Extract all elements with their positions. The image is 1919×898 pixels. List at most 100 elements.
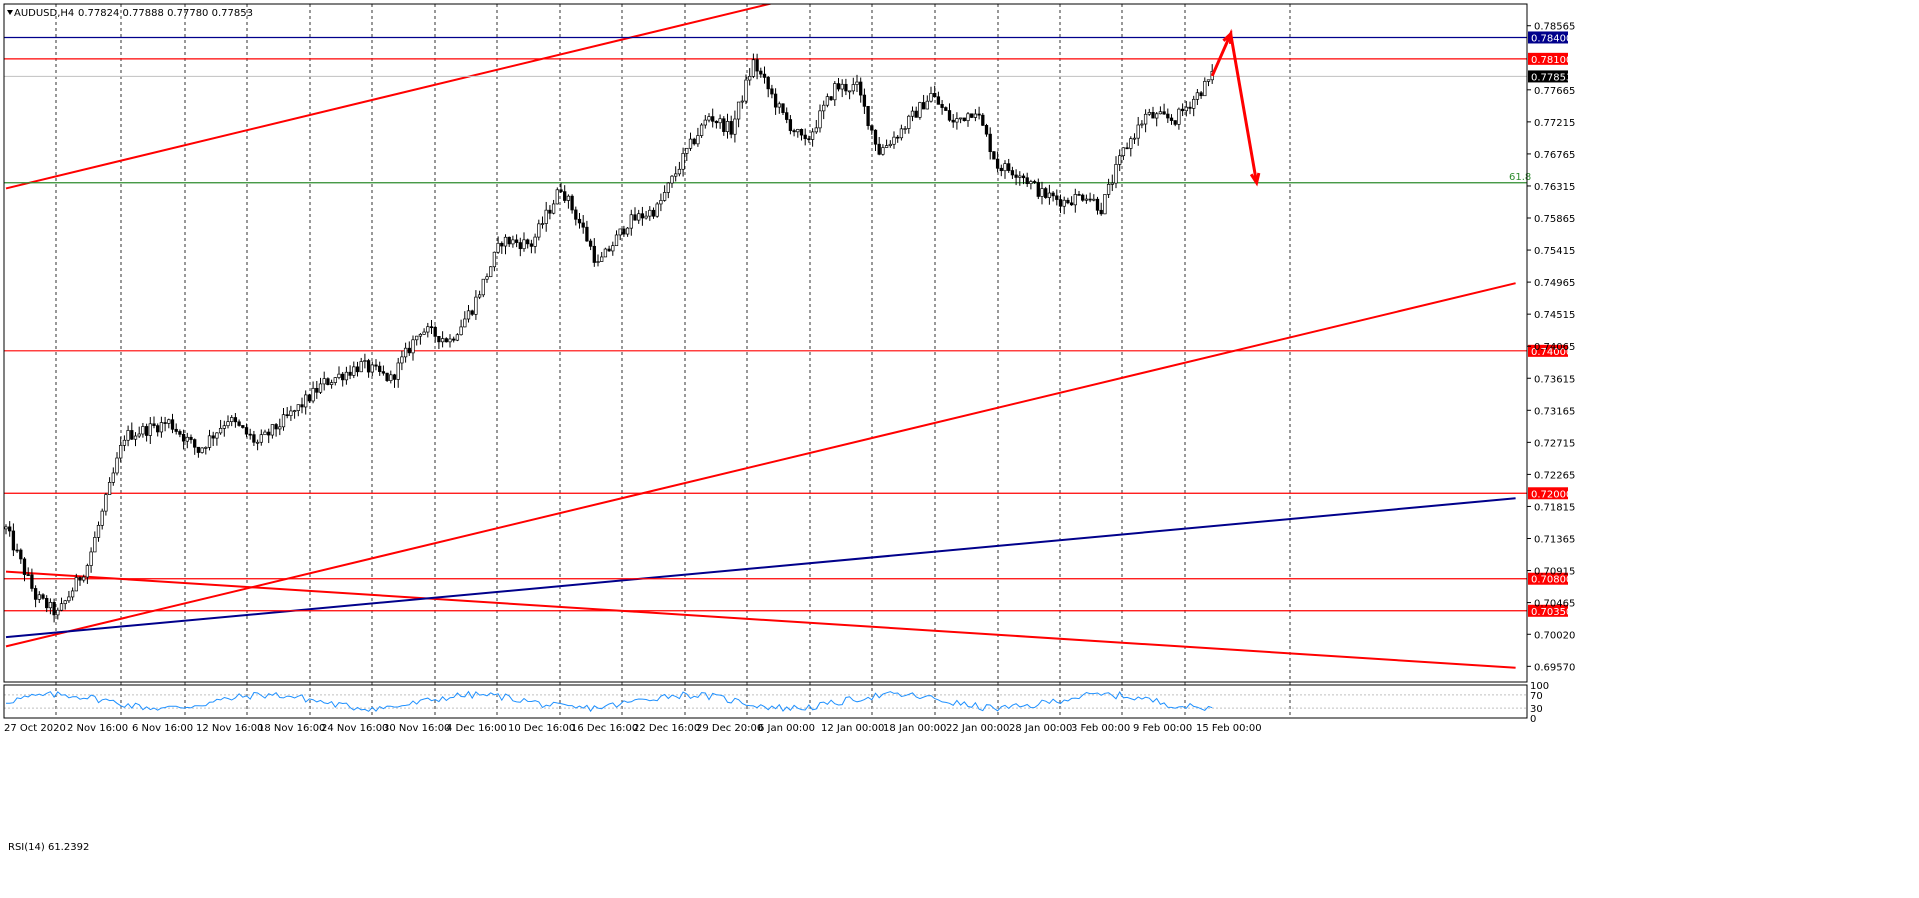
price-tick-label: 0.76765	[1534, 150, 1575, 161]
candle-body	[755, 59, 759, 72]
price-line-tag-label: 0.78400	[1531, 33, 1572, 44]
price-axis[interactable]: 0.78565 0.77665 0.77215 0.76765 0.76315 0.758…	[1527, 22, 1575, 674]
candle-body	[896, 136, 900, 139]
candle-body	[366, 360, 371, 373]
candle-body	[977, 113, 981, 116]
candle-body	[204, 447, 208, 449]
rsi-tick-label: 30	[1530, 704, 1543, 715]
candle-body	[259, 434, 263, 443]
price-line-tag	[1528, 604, 1568, 617]
price-tick-label: 0.72265	[1534, 470, 1575, 481]
candle-body	[563, 191, 567, 201]
candle-body	[122, 439, 127, 446]
candle-body	[992, 151, 996, 160]
candle-body	[1151, 112, 1155, 119]
candle-body	[67, 596, 71, 602]
rsi-label: RSI(14) 61.2392	[8, 842, 89, 853]
candle-body	[85, 565, 90, 578]
candle-body	[740, 100, 744, 103]
candle-body	[1058, 199, 1063, 207]
candle-body	[1003, 163, 1007, 172]
candle-body	[625, 227, 630, 235]
candle-body	[1129, 138, 1133, 149]
time-tick-label: 18 Nov 16:00	[258, 723, 325, 734]
candle-body	[859, 81, 863, 96]
candle-body	[230, 417, 234, 423]
candle-body	[1099, 209, 1103, 215]
candle-body	[907, 115, 911, 129]
candle-body	[163, 422, 167, 424]
candle-body	[352, 366, 356, 376]
chart-frame	[3, 3, 1528, 719]
candle-body	[137, 433, 141, 437]
candle-body	[492, 251, 497, 268]
candle-body	[611, 245, 615, 252]
candle-body	[174, 428, 178, 432]
candle-body	[477, 294, 482, 298]
candle-body	[381, 371, 386, 374]
time-axis[interactable]: 27 Oct 2020 2 Nov 16:00 6 Nov 16:00 12 Nov …	[4, 723, 1262, 734]
candle-body	[89, 551, 93, 566]
collapse-triangle-icon[interactable]	[7, 10, 13, 15]
candle-body	[699, 124, 704, 136]
candle-body	[300, 404, 304, 408]
trendline-channel-upper	[5, 4, 774, 190]
trendline-group	[5, 4, 1516, 669]
candle-body	[674, 173, 678, 177]
candle-body	[507, 236, 511, 245]
candle-body	[378, 365, 382, 372]
candle-body	[359, 361, 363, 373]
candle-body	[526, 239, 530, 245]
candle-body	[644, 215, 648, 219]
candle-body	[322, 378, 326, 385]
candle-body	[411, 339, 415, 354]
candle-body	[315, 387, 319, 393]
price-tick-label: 0.72715	[1534, 438, 1575, 449]
candle-body	[296, 404, 300, 411]
candle-body	[548, 209, 552, 214]
time-tick-label: 16 Dec 16:00	[571, 723, 638, 734]
candle-body	[703, 119, 707, 126]
candle-body	[130, 430, 134, 440]
price-tick-label: 0.70465	[1534, 599, 1575, 610]
candle-body	[170, 419, 175, 430]
candle-body	[274, 424, 278, 430]
candle-body	[1195, 92, 1200, 100]
candle-body	[452, 338, 456, 341]
candle-body	[766, 77, 770, 90]
candle-body	[1121, 147, 1126, 157]
candle-body	[500, 242, 504, 247]
candle-body	[374, 364, 378, 367]
candle-body	[551, 203, 556, 214]
symbol-title: AUDUSD,H4	[14, 8, 74, 19]
candle-body	[796, 129, 800, 133]
price-tick-label: 0.69570	[1534, 662, 1575, 673]
price-tick-label: 0.75415	[1534, 246, 1575, 257]
candle-body	[341, 373, 345, 381]
price-tick-label: 0.77665	[1534, 86, 1575, 97]
candle-body	[1025, 177, 1029, 185]
candle-body	[725, 121, 730, 132]
candle-body	[418, 333, 423, 337]
candle-body	[733, 118, 737, 135]
price-tick-label: 0.70915	[1534, 567, 1575, 578]
candle-body	[866, 105, 870, 126]
price-tick-label: 0.71365	[1534, 534, 1575, 545]
candle-body	[914, 110, 918, 118]
rsi-tick-label: 0	[1530, 714, 1536, 725]
candle-body	[1132, 137, 1137, 140]
candle-body	[440, 338, 445, 343]
candle-body	[4, 526, 8, 530]
candle-body	[329, 382, 334, 385]
time-tick-label: 22 Jan 00:00	[946, 723, 1009, 734]
candle-body	[570, 195, 574, 211]
candle-body	[736, 101, 741, 120]
candle-body	[892, 136, 896, 145]
candle-body	[181, 433, 186, 442]
candle-body	[973, 113, 978, 118]
arrow-down-icon	[1249, 172, 1261, 187]
candle-body	[799, 129, 804, 136]
candle-body	[988, 133, 992, 153]
